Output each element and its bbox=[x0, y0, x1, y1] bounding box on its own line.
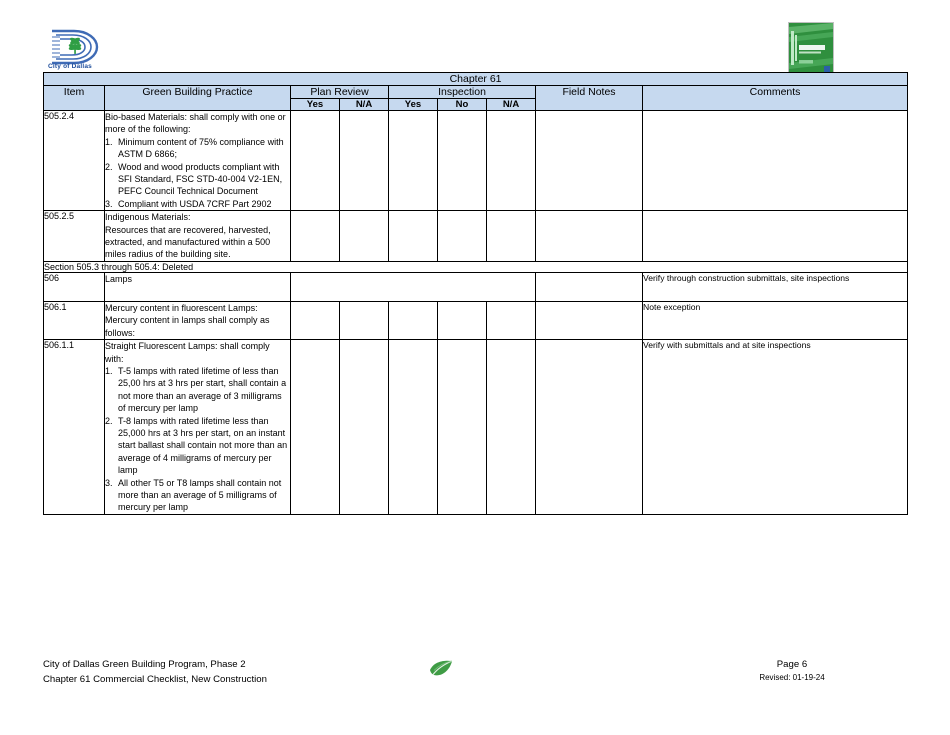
practice-list-number: 3. bbox=[105, 198, 113, 209]
checkbox-cell-plan-review-na[interactable] bbox=[339, 210, 389, 262]
comments-cell[interactable]: Note exception bbox=[641, 300, 909, 341]
col-header-plan-review-yes: Yes bbox=[290, 98, 340, 111]
checkbox-cell-inspection-no[interactable] bbox=[437, 109, 487, 212]
row-practice: Indigenous Materials: Resources that are… bbox=[104, 210, 291, 262]
practice-list-item: 2. Wood and wood products compliant with … bbox=[105, 161, 290, 198]
col-header-plan-review-na: N/A bbox=[339, 98, 389, 111]
col-header-inspection-yes: Yes bbox=[388, 98, 438, 111]
practice-list-number: 3. bbox=[105, 477, 113, 488]
comments-cell[interactable]: Verify with submittals and at site inspe… bbox=[641, 339, 909, 515]
comments-cell[interactable] bbox=[641, 210, 909, 262]
field-notes-cell[interactable] bbox=[535, 300, 643, 341]
footer-line-1: City of Dallas Green Building Program, P… bbox=[43, 659, 246, 670]
checkbox-cell-plan-review-na[interactable] bbox=[339, 339, 389, 515]
row-item-number: 505.2.5 bbox=[43, 210, 105, 262]
checkbox-cell-inspection-yes[interactable] bbox=[388, 300, 438, 341]
table-header-row-1: Item Green Building Practice Plan Review… bbox=[43, 85, 909, 111]
practice-list: 1. T-5 lamps with rated lifetime of less … bbox=[105, 365, 290, 514]
col-header-inspection: Inspection bbox=[388, 85, 536, 99]
row-practice: Straight Fluorescent Lamps: shall comply… bbox=[104, 339, 291, 515]
practice-list-item: 3. Compliant with USDA 7CRF Part 2902 bbox=[105, 198, 290, 210]
practice-list-item: 2. T-8 lamps with rated lifetime less tha… bbox=[105, 415, 290, 477]
practice-list-item: 1. T-5 lamps with rated lifetime of less … bbox=[105, 365, 290, 415]
col-header-green-building-practice: Green Building Practice bbox=[104, 85, 291, 111]
footer-line-2: Chapter 61 Commercial Checklist, New Con… bbox=[43, 673, 267, 685]
checkbox-cell-inspection-na[interactable] bbox=[486, 109, 536, 212]
checkbox-cell-plan-review-yes[interactable] bbox=[290, 210, 340, 262]
practice-list-item: 3. All other T5 or T8 lamps shall contain… bbox=[105, 477, 290, 514]
practice-list-text: Minimum content of 75% compliance with A… bbox=[118, 136, 284, 160]
table-section-note-row: Section 505.3 through 505.4: Deleted bbox=[42, 260, 909, 273]
field-notes-cell[interactable] bbox=[535, 210, 643, 262]
row-item-number: 506.1 bbox=[43, 300, 105, 341]
city-of-dallas-logo bbox=[48, 28, 106, 72]
icc-publication-logo bbox=[788, 22, 834, 76]
page-footer: City of Dallas Green Building Program, P… bbox=[0, 658, 950, 708]
checkbox-cell-plan-review-yes[interactable] bbox=[290, 109, 340, 212]
chapter-61-checklist-table: Chapter 61 Item Green Building Practice … bbox=[42, 72, 909, 515]
practice-list-text: Wood and wood products compliant with SF… bbox=[118, 161, 283, 197]
checkbox-cell-plan-review-na[interactable] bbox=[339, 109, 389, 212]
practice-intro: Straight Fluorescent Lamps: shall comply… bbox=[105, 341, 270, 364]
comments-cell[interactable]: Verify through construction submittals, … bbox=[641, 271, 909, 302]
section-deleted-note: Section 505.3 through 505.4: Deleted bbox=[42, 260, 909, 273]
footer-document-title: City of Dallas Green Building Program, P… bbox=[43, 658, 267, 687]
practice-list-text: T-8 lamps with rated lifetime less than … bbox=[118, 415, 288, 476]
checkbox-cell-inspection-na[interactable] bbox=[486, 300, 536, 341]
checkbox-cell-inspection-no[interactable] bbox=[437, 210, 487, 262]
col-header-comments: Comments bbox=[641, 85, 909, 111]
table-row: 506.1.1 Straight Fluorescent Lamps: shal… bbox=[43, 339, 909, 515]
practice-intro: Bio-based Materials: shall comply with o… bbox=[105, 112, 286, 135]
checkbox-cell-inspection-yes[interactable] bbox=[388, 210, 438, 262]
practice-list-text: T-5 lamps with rated lifetime of less th… bbox=[118, 365, 287, 414]
row-item-number: 506 bbox=[43, 271, 105, 302]
col-header-item: Item bbox=[43, 85, 105, 111]
checkbox-cell-inspection-yes[interactable] bbox=[388, 339, 438, 515]
practice-list-text: Compliant with USDA 7CRF Part 2902 bbox=[118, 198, 272, 209]
row-practice: Lamps bbox=[104, 271, 291, 302]
page-header: City of Dallas bbox=[0, 0, 950, 76]
col-header-inspection-na: N/A bbox=[486, 98, 536, 111]
leaf-icon bbox=[428, 659, 454, 679]
col-header-inspection-no: No bbox=[437, 98, 487, 111]
table-row: 505.2.4 Bio-based Materials: shall compl… bbox=[43, 109, 909, 212]
checkbox-cell-inspection-yes[interactable] bbox=[388, 109, 438, 212]
col-header-field-notes: Field Notes bbox=[535, 85, 643, 111]
practice-list-number: 2. bbox=[105, 415, 113, 426]
field-notes-cell[interactable] bbox=[535, 271, 643, 302]
checkbox-cell-inspection-no[interactable] bbox=[437, 300, 487, 341]
practice-list-item: 1. Minimum content of 75% compliance with… bbox=[105, 136, 290, 161]
footer-page-info: Page 6 Revised: 01-19-24 bbox=[677, 658, 907, 684]
footer-revised-date: Revised: 01-19-24 bbox=[759, 673, 825, 682]
comments-cell[interactable] bbox=[641, 109, 909, 212]
field-notes-cell[interactable] bbox=[535, 109, 643, 212]
checkbox-cell-inspection-na[interactable] bbox=[486, 339, 536, 515]
practice-list: 1. Minimum content of 75% compliance with… bbox=[105, 136, 290, 210]
practice-list-number: 1. bbox=[105, 365, 113, 376]
checkbox-cell-inspection-na[interactable] bbox=[486, 210, 536, 262]
field-notes-cell[interactable] bbox=[535, 339, 643, 515]
practice-list-number: 1. bbox=[105, 136, 113, 147]
practice-list-number: 2. bbox=[105, 161, 113, 172]
col-header-plan-review: Plan Review bbox=[290, 85, 389, 99]
checkbox-cell-plan-review-yes[interactable] bbox=[290, 339, 340, 515]
table-header-row-2: Yes N/A Yes No N/A bbox=[44, 98, 908, 111]
checkbox-cell-plan-review-yes[interactable] bbox=[290, 300, 340, 341]
table-row: 505.2.5 Indigenous Materials: Resources … bbox=[43, 210, 909, 262]
checkbox-cell-inspection-no[interactable] bbox=[437, 339, 487, 515]
checkbox-cell-plan-review-na[interactable] bbox=[339, 300, 389, 341]
city-of-dallas-logo-label: City of Dallas bbox=[48, 63, 92, 70]
table-title-row: Chapter 61 bbox=[42, 72, 909, 86]
table-row: 506 Lamps Verify through construction su… bbox=[43, 271, 909, 302]
row-item-number: 506.1.1 bbox=[43, 339, 105, 515]
checkbox-cell-merged-not-applicable[interactable] bbox=[290, 271, 536, 302]
row-item-number: 505.2.4 bbox=[43, 109, 105, 212]
practice-list-text: All other T5 or T8 lamps shall contain n… bbox=[118, 477, 282, 513]
row-practice: Mercury content in fluorescent Lamps: Me… bbox=[104, 300, 291, 341]
footer-page-number: Page 6 bbox=[776, 659, 808, 670]
table-row: 506.1 Mercury content in fluorescent Lam… bbox=[43, 300, 909, 341]
row-practice: Bio-based Materials: shall comply with o… bbox=[104, 109, 291, 212]
table-title: Chapter 61 bbox=[42, 72, 909, 86]
